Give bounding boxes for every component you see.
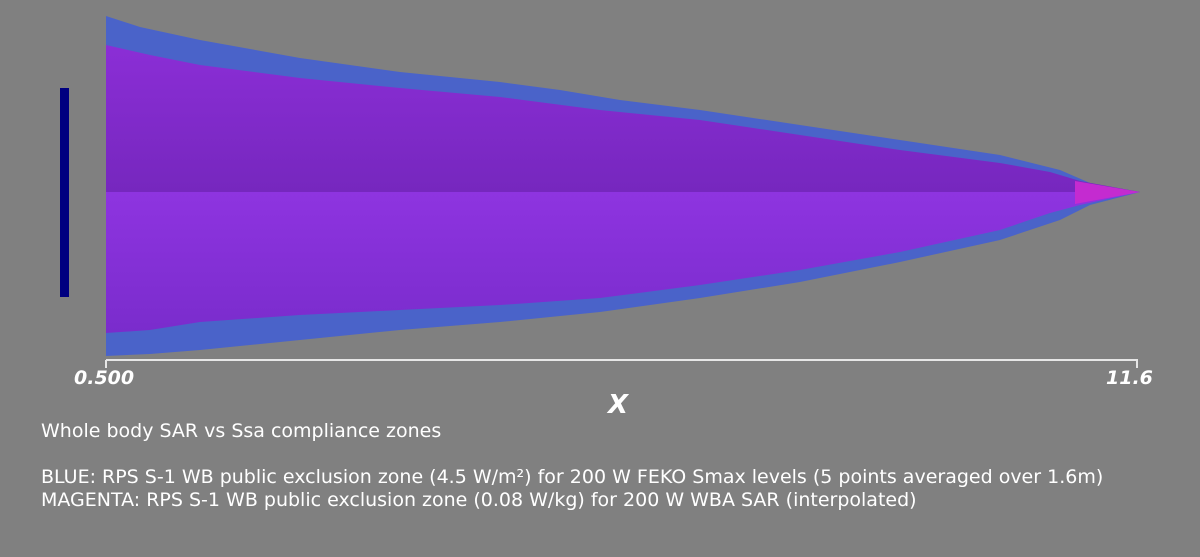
magenta-exclusion-zone-lower (106, 192, 1140, 333)
x-axis-max-label: 11.6 (1106, 367, 1153, 389)
caption-magenta-legend: MAGENTA: RPS S-1 WB public exclusion zon… (41, 489, 917, 511)
x-axis-title: X (608, 390, 629, 420)
x-axis-min-label: 0.500 (74, 367, 135, 389)
magenta-exclusion-zone-upper (106, 45, 1140, 192)
scale-bar (60, 88, 69, 297)
magenta-zone-tip (1075, 181, 1140, 204)
caption-blue-legend: BLUE: RPS S-1 WB public exclusion zone (… (41, 466, 1104, 488)
caption-title: Whole body SAR vs Ssa compliance zones (41, 420, 442, 442)
